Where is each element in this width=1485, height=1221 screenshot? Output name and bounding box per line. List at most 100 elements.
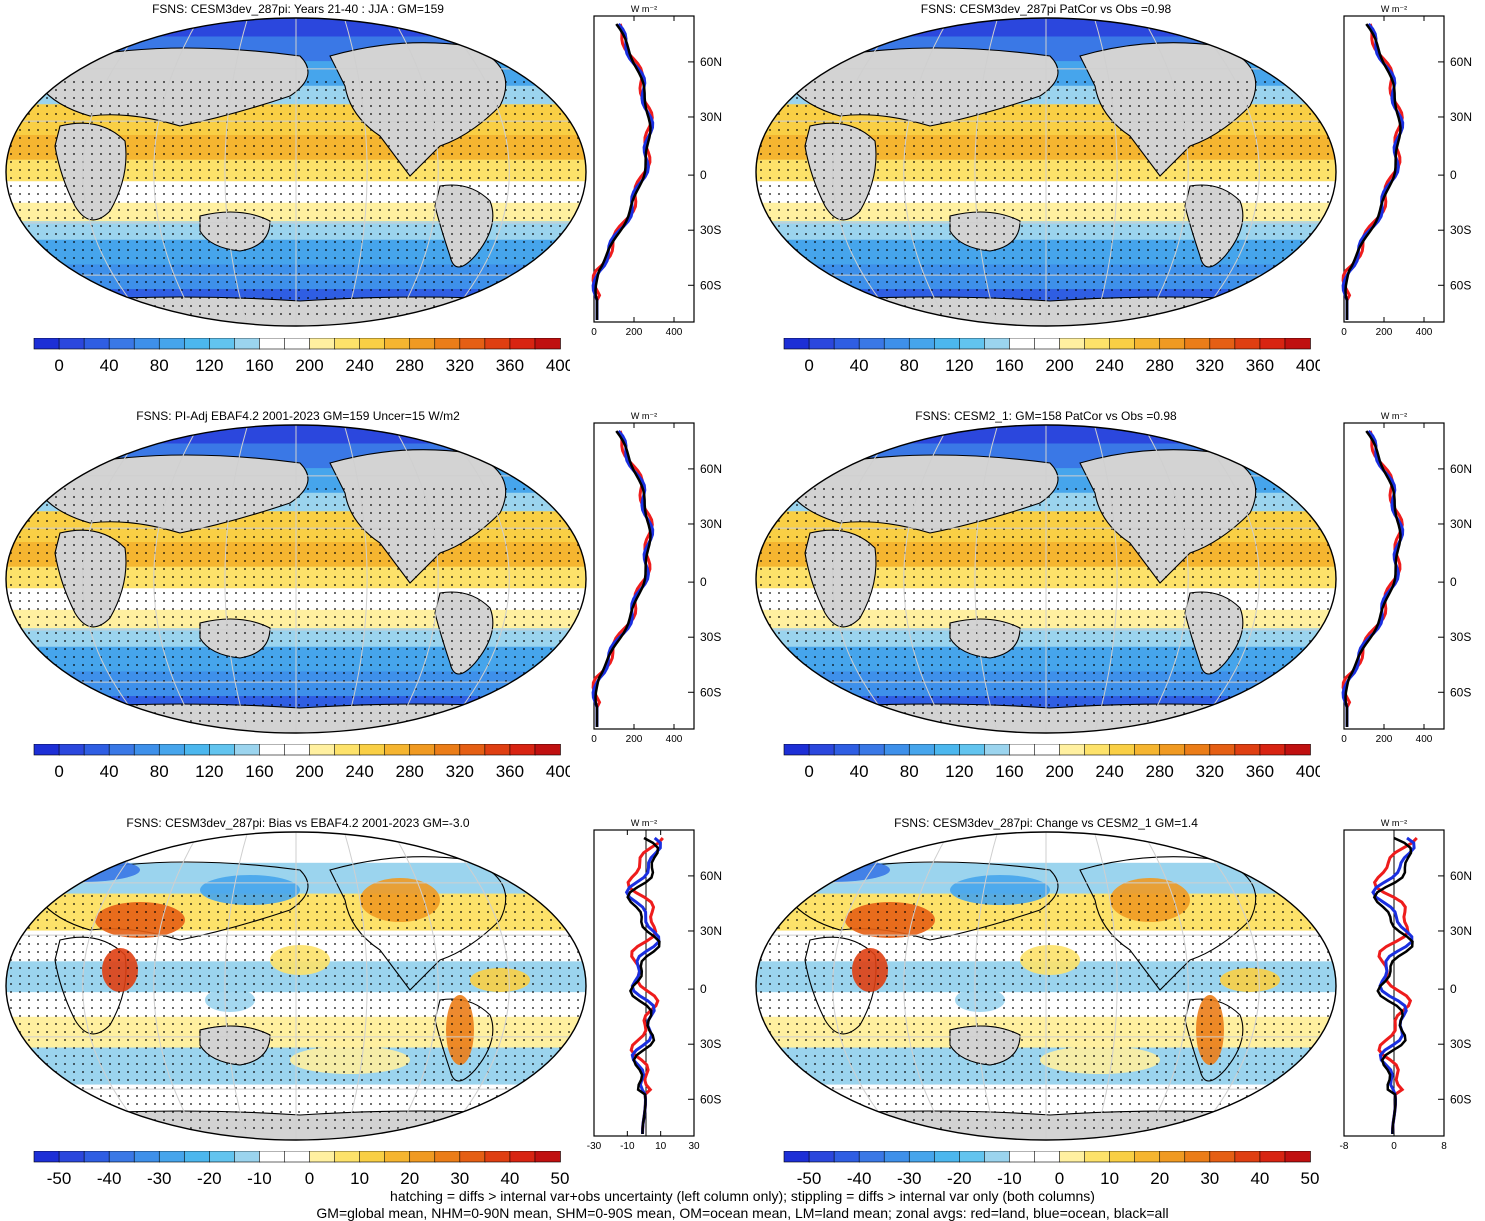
zonal-x-tick-label: 400: [1416, 327, 1433, 338]
zonal-lat-label: 30S: [700, 223, 721, 237]
colorbar-swatch: [334, 744, 361, 756]
colorbar-swatch: [1034, 744, 1061, 756]
colorbar-swatch: [183, 1151, 211, 1163]
colorbar-label: 80: [900, 762, 919, 781]
colorbar-swatch: [984, 1151, 1011, 1163]
colorbar-swatch: [284, 744, 311, 756]
colorbar-swatch: [1134, 1151, 1161, 1163]
panel-3-colorbar: 0 40 80 120 160 200 240 280 320 360 400: [33, 744, 570, 781]
panel-2-zonal-mean: W m⁻² 60N 30N 0 30S 60S 0 200 400: [1341, 4, 1472, 338]
colorbar-label: 240: [1095, 762, 1123, 781]
colorbar-swatch: [883, 338, 911, 350]
panel-4-zonal-mean: W m⁻² 60N 30N 0 30S 60S 0 200 400: [1341, 411, 1472, 745]
colorbar-swatch: [209, 338, 236, 350]
zonal-x-tick-label: 0: [1341, 734, 1347, 745]
colorbar-swatch: [808, 1151, 835, 1163]
colorbar-label: 0: [804, 762, 813, 781]
zonal-all-line: [1344, 23, 1402, 320]
colorbar-swatch: [158, 1151, 186, 1163]
colorbar-swatch: [1234, 744, 1261, 756]
colorbar-label: 50: [551, 1169, 570, 1188]
colorbar-swatch: [959, 744, 986, 756]
zonal-unit-label: W m⁻²: [631, 4, 657, 14]
colorbar-swatch: [959, 338, 986, 350]
zonal-unit-label: W m⁻²: [631, 411, 657, 421]
colorbar-swatch: [183, 338, 211, 350]
zonal-lat-label: 30N: [1450, 517, 1472, 531]
colorbar-label: 30: [450, 1169, 469, 1188]
colorbar-swatch: [58, 1151, 85, 1163]
zonal-lat-label: 30N: [1450, 110, 1472, 124]
colorbar-swatch: [1184, 338, 1211, 350]
zonal-lat-label: 60N: [700, 462, 722, 476]
colorbar-label: -30: [147, 1169, 172, 1188]
colorbar-label: 40: [500, 1169, 519, 1188]
colorbar-label: 40: [850, 356, 869, 375]
colorbar-swatch: [158, 744, 186, 756]
colorbar-label: 360: [496, 762, 524, 781]
zonal-lat-label: 60N: [700, 55, 722, 69]
colorbar-label: 360: [1246, 356, 1274, 375]
colorbar-label: 280: [396, 356, 424, 375]
colorbar-swatch: [933, 338, 961, 350]
colorbar-label: -20: [947, 1169, 972, 1188]
colorbar-swatch: [1084, 1151, 1111, 1163]
colorbar-label: 240: [1095, 356, 1123, 375]
colorbar-label: 40: [850, 762, 869, 781]
panel-3-map: [5, 424, 587, 734]
colorbar-swatch: [1284, 1151, 1311, 1163]
colorbar-label: 400: [546, 356, 570, 375]
colorbar-label: 280: [396, 762, 424, 781]
colorbar-swatch: [1209, 744, 1236, 756]
colorbar-label: 80: [900, 356, 919, 375]
panel-4-map: [755, 424, 1337, 734]
colorbar-swatch: [1084, 744, 1111, 756]
colorbar-label: -40: [847, 1169, 872, 1188]
colorbar-swatch: [534, 338, 561, 350]
colorbar-swatch: [1159, 744, 1186, 756]
colorbar-label: -50: [47, 1169, 72, 1188]
zonal-lat-label: 0: [1450, 575, 1457, 589]
colorbar-swatch: [33, 744, 60, 756]
colorbar-label: 10: [350, 1169, 369, 1188]
colorbar-label: 30: [1200, 1169, 1219, 1188]
colorbar-swatch: [1259, 338, 1286, 350]
panel-2-map: [755, 17, 1337, 327]
colorbar-swatch: [133, 338, 161, 350]
colorbar-label: 240: [345, 762, 373, 781]
zonal-lat-label: 30N: [1450, 924, 1472, 938]
colorbar-swatch: [833, 1151, 860, 1163]
colorbar-swatch: [1009, 744, 1036, 756]
colorbar-swatch: [1184, 1151, 1211, 1163]
zonal-land-line: [591, 23, 654, 320]
colorbar-swatch: [1084, 338, 1111, 350]
zonal-x-tick-label: 200: [626, 327, 643, 338]
zonal-all-line: [594, 23, 652, 320]
zonal-x-tick-label: -8: [1340, 1141, 1349, 1152]
colorbar-swatch: [783, 1151, 810, 1163]
zonal-lat-label: 60N: [1450, 462, 1472, 476]
colorbar-label: 120: [945, 762, 973, 781]
colorbar-swatch: [883, 1151, 911, 1163]
colorbar-swatch: [484, 338, 511, 350]
colorbar-label: 80: [150, 762, 169, 781]
colorbar-swatch: [1034, 1151, 1061, 1163]
zonal-lat-label: 30S: [1450, 630, 1471, 644]
colorbar-swatch: [933, 1151, 961, 1163]
zonal-lat-label: 0: [700, 982, 707, 996]
panel-6-map: [755, 831, 1337, 1141]
colorbar-label: 200: [1045, 762, 1073, 781]
footer-note-1: hatching = diffs > internal var+obs unce…: [390, 1188, 1095, 1204]
colorbar-label: 0: [804, 356, 813, 375]
colorbar-label: 0: [305, 1169, 314, 1188]
zonal-lat-label: 0: [700, 168, 707, 182]
colorbar-swatch: [33, 1151, 60, 1163]
footer-note-2: GM=global mean, NHM=0-90N mean, SHM=0-90…: [316, 1205, 1169, 1221]
colorbar-swatch: [833, 744, 860, 756]
colorbar-label: 360: [1246, 762, 1274, 781]
panel-3-title: FSNS: PI-Adj EBAF4.2 2001-2023 GM=159 Un…: [136, 409, 460, 423]
colorbar-swatch: [783, 338, 810, 350]
zonal-x-tick-label: 10: [655, 1141, 667, 1152]
colorbar-swatch: [309, 744, 336, 756]
colorbar-label: 400: [546, 762, 570, 781]
